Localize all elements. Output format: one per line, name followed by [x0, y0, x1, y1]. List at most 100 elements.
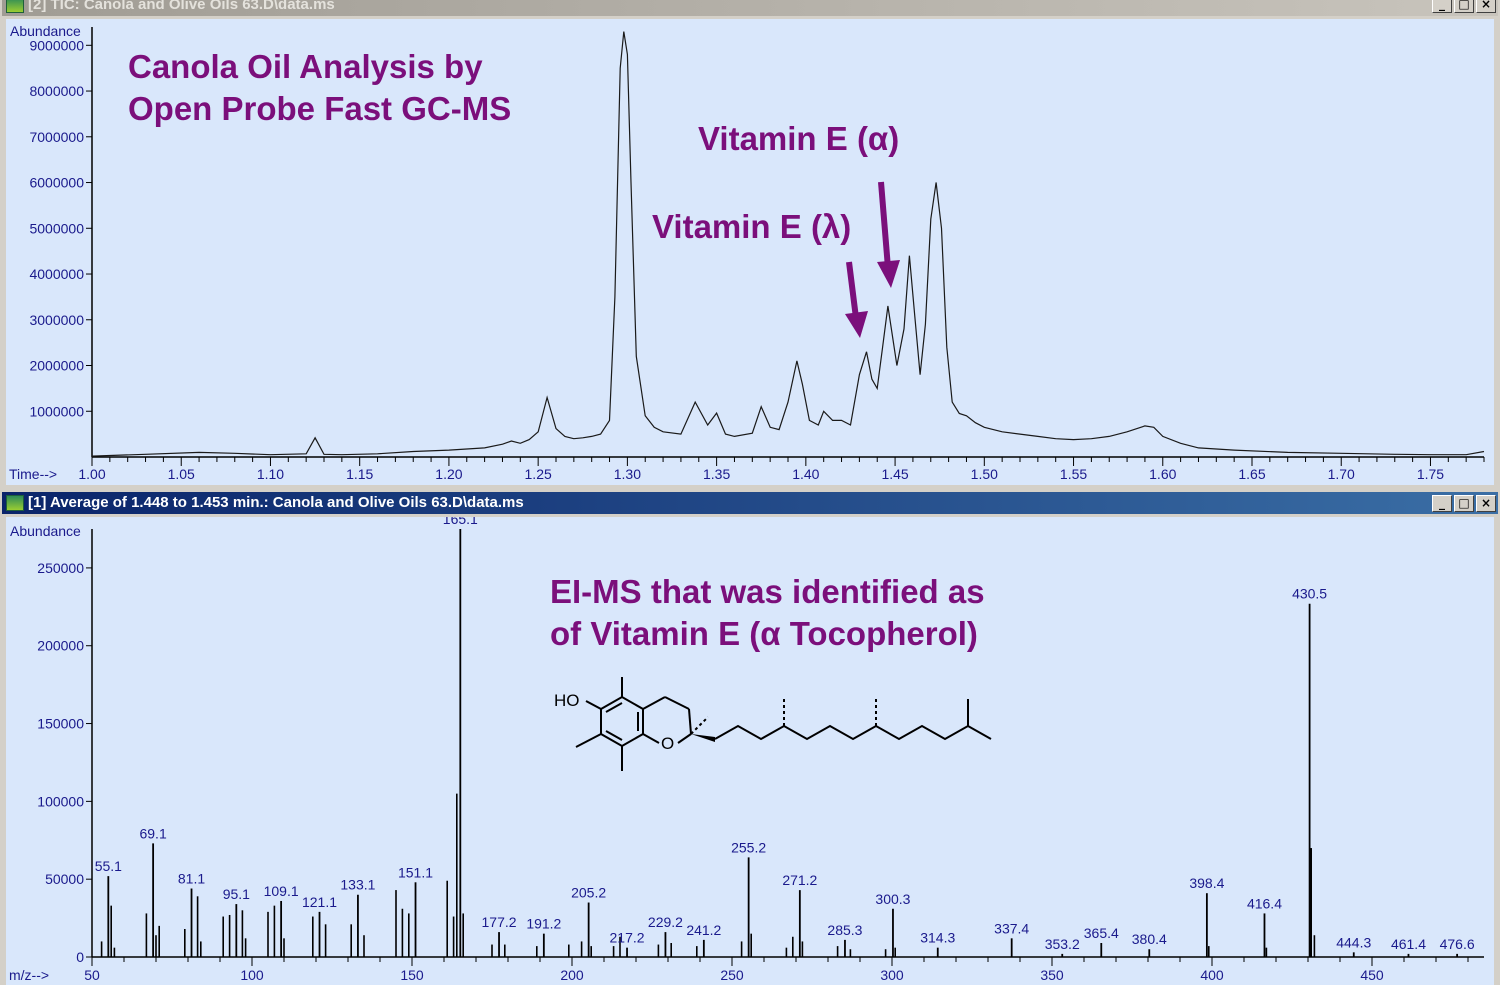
x-axis-label: Time-->	[9, 466, 57, 482]
y-tick-label: 8000000	[29, 83, 84, 99]
ms-peak-label: 398.4	[1189, 875, 1224, 891]
x-tick-label: 1.70	[1328, 466, 1355, 482]
y-axis-label: Abundance	[10, 23, 81, 39]
x-tick-label: 350	[1040, 967, 1064, 983]
wedge-bond	[691, 734, 715, 742]
ms-peak-label: 353.2	[1045, 936, 1080, 952]
ms-title-text: [1] Average of 1.448 to 1.453 min.: Cano…	[28, 494, 524, 511]
ms-peak-label: 444.3	[1336, 934, 1371, 950]
x-tick-label: 1.15	[346, 466, 373, 482]
x-tick-label: 1.30	[614, 466, 641, 482]
ms-peak-label: 191.2	[526, 916, 561, 932]
x-tick-label: 400	[1200, 967, 1224, 983]
window-chart-icon	[6, 0, 24, 13]
x-tick-label: 50	[84, 967, 100, 983]
x-tick-label: 200	[560, 967, 584, 983]
x-tick-label: 250	[720, 967, 744, 983]
ms-peak-label: 476.6	[1440, 936, 1475, 952]
ms-peak-label: 285.3	[827, 922, 862, 938]
y-tick-label: 6000000	[29, 175, 84, 191]
ms-peak-label: 69.1	[139, 825, 166, 841]
y-tick-label: 2000000	[29, 358, 84, 374]
chart-title-line1: Canola Oil Analysis by	[128, 48, 483, 85]
x-tick-label: 1.50	[971, 466, 998, 482]
close-button[interactable]: ×	[1476, 495, 1496, 512]
x-tick-label: 1.10	[257, 466, 284, 482]
y-tick-label: 9000000	[29, 37, 84, 53]
ms-peak-label: 165.1	[443, 517, 478, 527]
ms-peak-label: 314.3	[920, 930, 955, 946]
y-tick-label: 3000000	[29, 312, 84, 328]
ms-peak-label: 430.5	[1292, 586, 1327, 602]
ms-caption-line1: EI-MS that was identified as	[550, 573, 985, 610]
close-button[interactable]: ×	[1476, 0, 1496, 13]
ms-peak-label: 205.2	[571, 885, 606, 901]
structure-ho-label: HO	[554, 691, 580, 710]
x-tick-label: 450	[1360, 967, 1384, 983]
x-tick-label: 1.00	[78, 466, 105, 482]
ms-peak-label: 133.1	[340, 877, 375, 893]
y-tick-label: 50000	[45, 871, 84, 887]
y-tick-label: 1000000	[29, 403, 84, 419]
structure-o-label: O	[661, 734, 674, 753]
vitamin-e-alpha-label: Vitamin E (α)	[698, 120, 900, 157]
tic-title-text: [2] TIC: Canola and Olive Oils 63.D\data…	[28, 0, 335, 13]
vitamin-e-lambda-label: Vitamin E (λ)	[652, 208, 852, 245]
ms-peak-label: 241.2	[686, 922, 721, 938]
ms-peak-label: 95.1	[223, 886, 250, 902]
y-tick-label: 5000000	[29, 220, 84, 236]
minimize-button[interactable]: _	[1432, 0, 1452, 13]
y-tick-label: 7000000	[29, 129, 84, 145]
ms-peak-label: 380.4	[1132, 931, 1167, 947]
minimize-button[interactable]: _	[1432, 495, 1452, 512]
ms-peak-label: 177.2	[482, 914, 517, 930]
ms-peak-label: 229.2	[648, 914, 683, 930]
y-tick-label: 0	[76, 949, 84, 965]
x-tick-label: 1.40	[792, 466, 819, 482]
ms-titlebar[interactable]: [1] Average of 1.448 to 1.453 min.: Cano…	[2, 492, 1498, 514]
y-tick-label: 100000	[37, 793, 84, 809]
ms-plot-area[interactable]: Abundance m/z--> 0 50000 100000 150000 200000 2…	[6, 517, 1494, 985]
ms-peak-label: 300.3	[875, 891, 910, 907]
chart-title-line2: Open Probe Fast GC-MS	[128, 90, 512, 127]
ms-peak-label: 55.1	[95, 858, 122, 874]
ms-peak-label: 81.1	[178, 871, 205, 887]
tic-trace	[91, 31, 1485, 457]
tic-plot-area[interactable]: Abundance Time--> 1000000 2000000 3000000 400…	[6, 19, 1494, 485]
x-tick-label: 1.35	[703, 466, 730, 482]
x-tick-label: 100	[240, 967, 264, 983]
tocopherol-structure: HO O	[554, 677, 992, 771]
x-tick-label: 1.55	[1060, 466, 1087, 482]
ms-peak-label: 109.1	[264, 883, 299, 899]
maximize-button[interactable]: □	[1454, 495, 1474, 512]
tic-chart: Abundance Time--> 1000000 2000000 3000000 400…	[9, 23, 1485, 482]
ms-peak-label: 365.4	[1084, 925, 1119, 941]
ms-peak-label: 121.1	[302, 894, 337, 910]
ms-peak-label: 271.2	[782, 872, 817, 888]
tic-titlebar[interactable]: [2] TIC: Canola and Olive Oils 63.D\data…	[2, 0, 1498, 16]
y-tick-label: 4000000	[29, 266, 84, 282]
y-tick-label: 250000	[37, 560, 84, 576]
x-tick-label: 1.20	[435, 466, 462, 482]
ms-peak-label: 151.1	[398, 864, 433, 880]
y-axis-label: Abundance	[10, 523, 81, 539]
x-tick-label: 1.45	[881, 466, 908, 482]
ms-peak-label: 255.2	[731, 839, 766, 855]
x-tick-label: 1.25	[525, 466, 552, 482]
x-tick-label: 1.05	[168, 466, 195, 482]
tic-window: [2] TIC: Canola and Olive Oils 63.D\data…	[0, 0, 1500, 489]
ms-peak-label: 217.2	[610, 930, 645, 946]
x-tick-label: 1.65	[1238, 466, 1265, 482]
x-tick-label: 1.75	[1417, 466, 1444, 482]
ms-chart: Abundance m/z--> 0 50000 100000 150000 200000 2…	[9, 517, 1484, 983]
ms-peak-label: 416.4	[1247, 895, 1282, 911]
y-tick-label: 200000	[37, 638, 84, 654]
x-tick-label: 300	[880, 967, 904, 983]
ms-window: [1] Average of 1.448 to 1.453 min.: Cano…	[0, 489, 1500, 985]
ms-peak-label: 461.4	[1391, 936, 1426, 952]
y-tick-label: 150000	[37, 716, 84, 732]
ms-caption-line2: of Vitamin E (α Tocopherol)	[550, 615, 978, 652]
x-tick-label: 150	[400, 967, 424, 983]
ms-peak-label: 337.4	[994, 920, 1029, 936]
maximize-button[interactable]: □	[1454, 0, 1474, 13]
